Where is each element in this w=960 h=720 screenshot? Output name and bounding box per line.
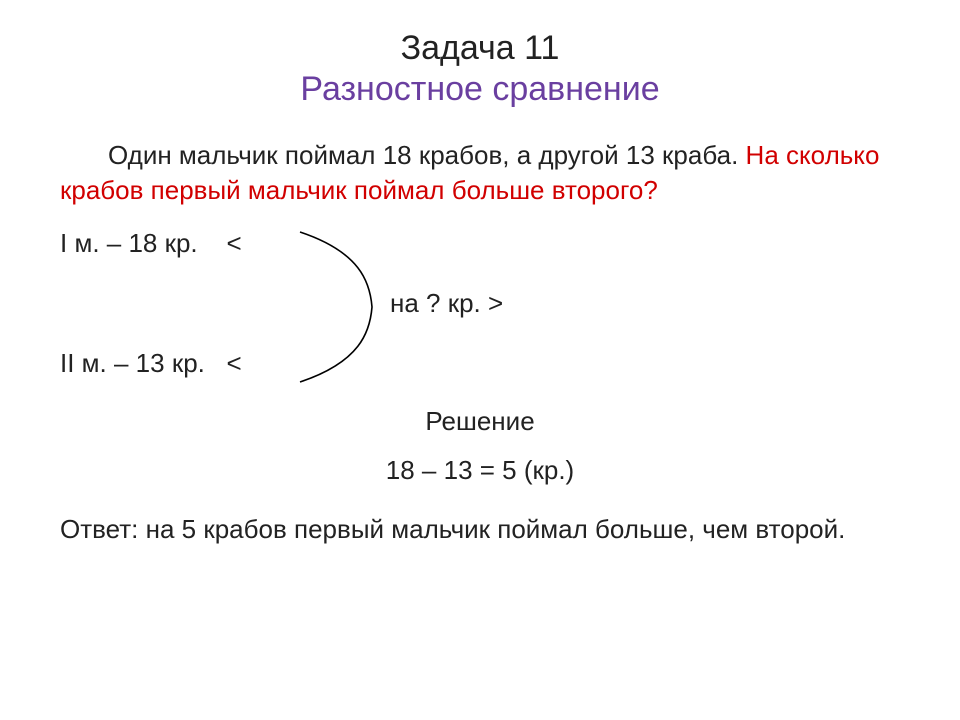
given-block: I м. – 18 кр. < II м. – 13 кр. < на ? кр…: [60, 218, 900, 398]
title-line-2: Разностное сравнение: [60, 69, 900, 110]
solution-equation: 18 – 13 = 5 (кр.): [60, 453, 900, 488]
answer-text: Ответ: на 5 крабов первый мальчик поймал…: [60, 512, 900, 547]
solution-heading: Решение: [60, 404, 900, 439]
given-row-1: I м. – 18 кр. <: [60, 226, 242, 261]
given-middle: на ? кр. >: [390, 286, 503, 321]
brace-icon: [290, 222, 390, 392]
body: Один мальчик поймал 18 крабов, а другой …: [60, 138, 900, 547]
title-line-1: Задача 11: [60, 28, 900, 69]
problem-paragraph: Один мальчик поймал 18 крабов, а другой …: [60, 138, 900, 208]
given-row-2: II м. – 13 кр. <: [60, 346, 242, 381]
title-block: Задача 11 Разностное сравнение: [60, 28, 900, 110]
slide: Задача 11 Разностное сравнение Один маль…: [0, 0, 960, 720]
problem-text: Один мальчик поймал 18 крабов, а другой …: [60, 138, 738, 173]
